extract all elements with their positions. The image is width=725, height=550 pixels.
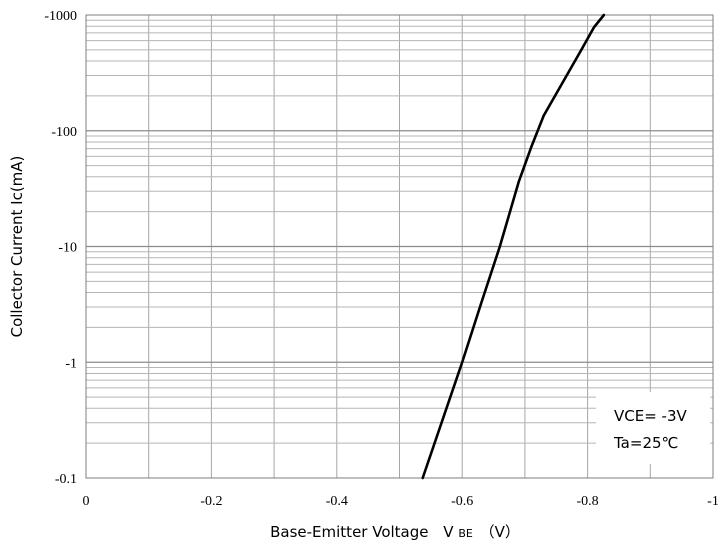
- x-tick-label: -1: [707, 494, 719, 509]
- y-tick-label: -0.1: [55, 472, 77, 487]
- x-tick-label: -0.4: [326, 494, 348, 509]
- x-axis-title-symbol: V: [443, 523, 454, 541]
- x-tick-label: 0: [83, 494, 90, 509]
- y-tick-label: -1: [65, 356, 77, 371]
- x-tick-label: -0.2: [200, 494, 222, 509]
- x-axis-title-text: Base-Emitter Voltage: [270, 523, 428, 541]
- x-axis-title: Base-Emitter Voltage V BE （V）: [270, 523, 520, 541]
- y-axis-title: Collector Current Ic(mA): [8, 156, 26, 338]
- y-tick-label: -1000: [44, 9, 77, 24]
- series-line-0: [421, 13, 606, 480]
- series-layer: [421, 13, 606, 480]
- tick-labels: 0 -0.2 -0.4 -0.6 -0.8 -1 -0.1 -1 -10 -100 -1000: [44, 9, 719, 509]
- annotation-box: VCE= -3V Ta=25℃: [596, 392, 710, 464]
- plot-frame: [85, 14, 714, 479]
- x-tick-label: -0.8: [577, 494, 599, 509]
- annotation-ta: Ta=25℃: [613, 434, 678, 452]
- x-tick-label: -0.6: [451, 494, 473, 509]
- x-axis-title-unit: （V）: [480, 523, 520, 541]
- grid: [86, 15, 713, 478]
- y-tick-label: -100: [51, 125, 77, 140]
- y-tick-label: -10: [58, 241, 77, 256]
- x-axis-title-subscript: BE: [458, 527, 473, 540]
- annotation-vce: VCE= -3V: [614, 407, 688, 425]
